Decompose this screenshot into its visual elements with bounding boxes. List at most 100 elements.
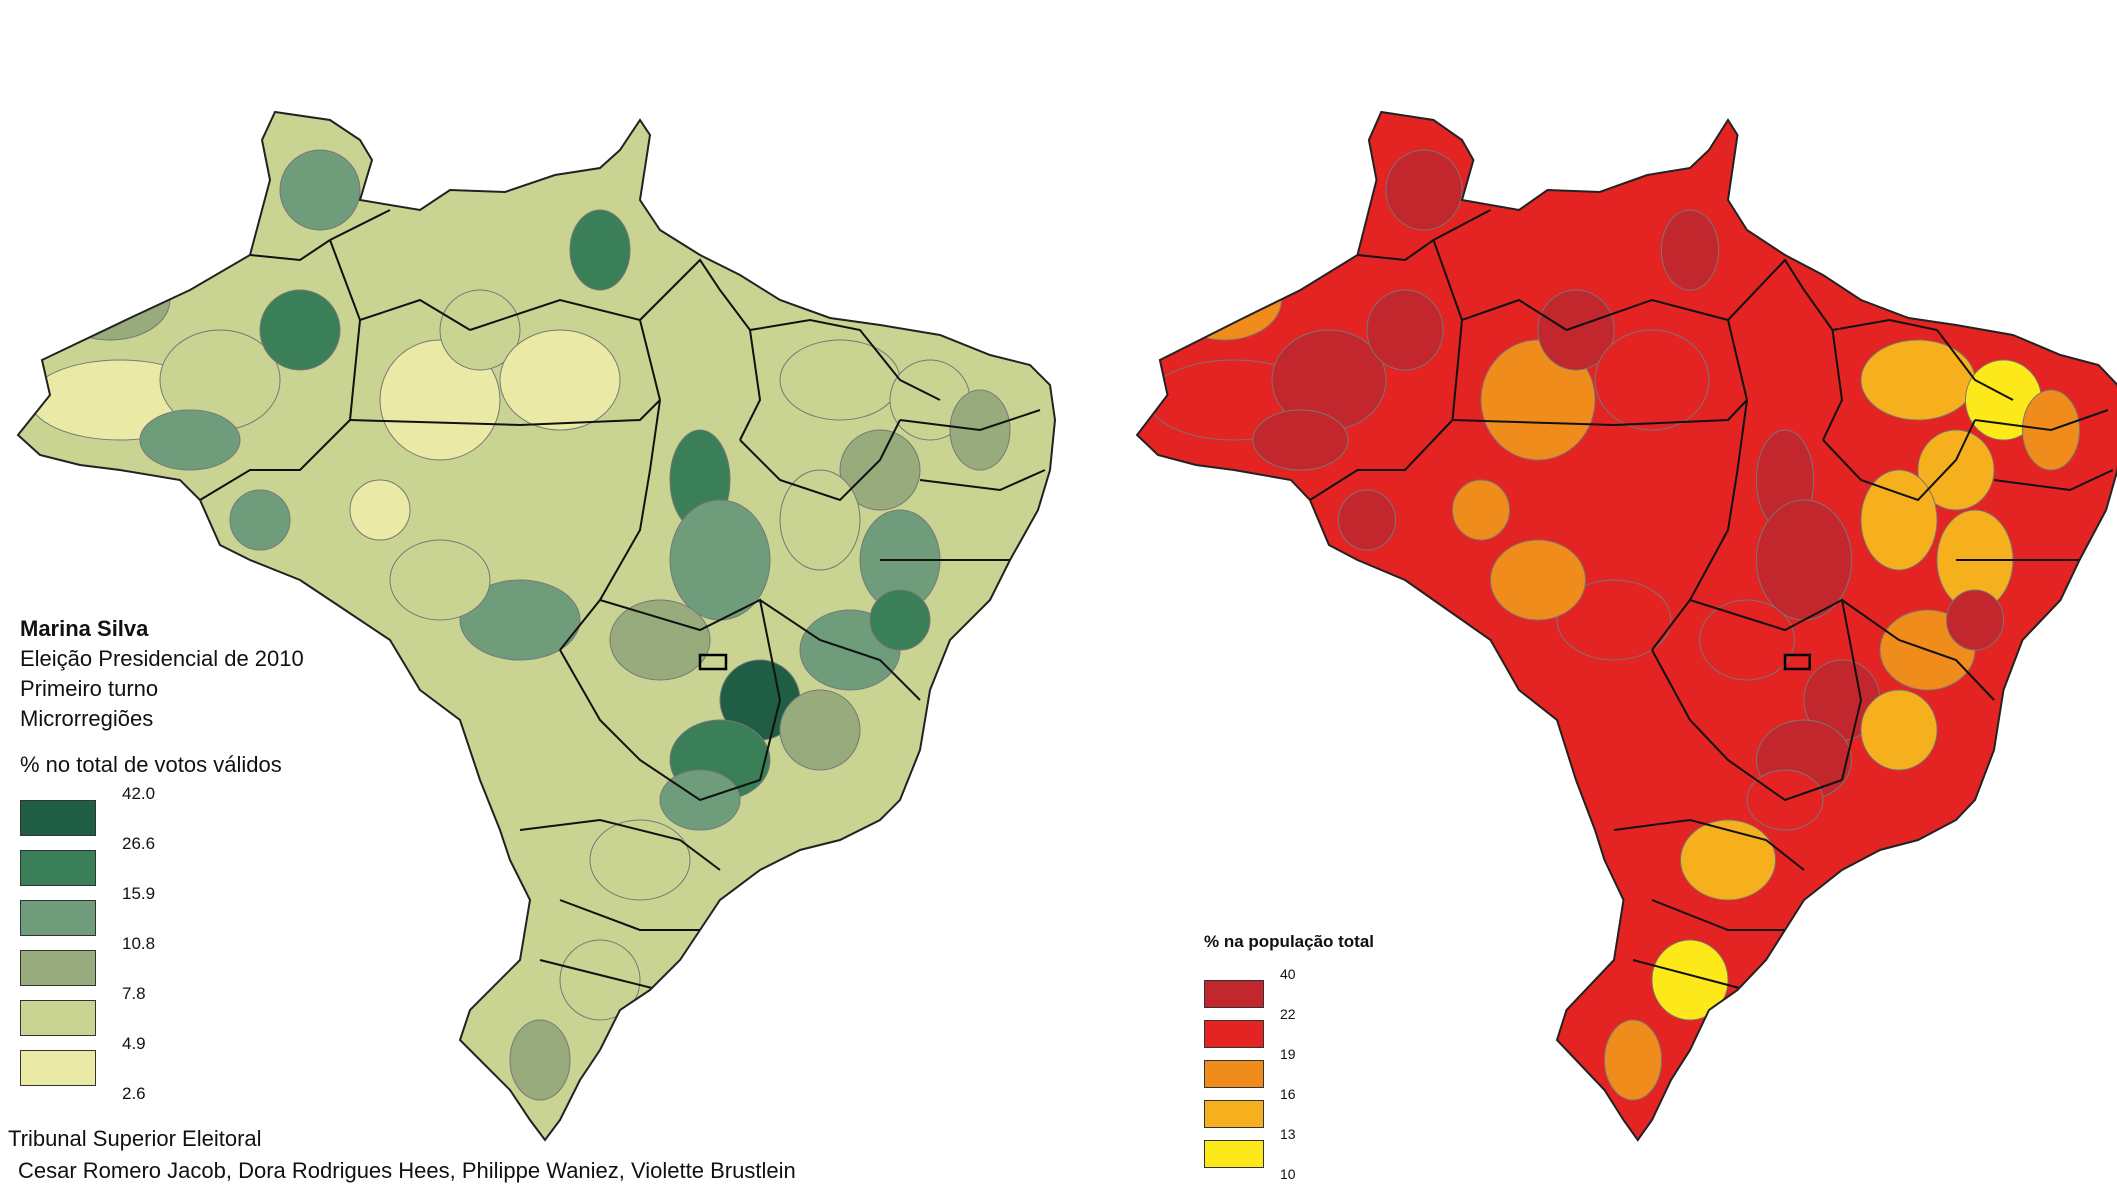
legend-break-label: 19 [1280, 1046, 1296, 1062]
right-map-state-border [1651, 649, 1843, 802]
right-map-state-border [1632, 959, 1748, 991]
left-map-state-border [349, 399, 661, 427]
legend-scale-title: % no total de votos válidos [20, 752, 282, 777]
left-map-region [779, 689, 861, 771]
legend-break-label: 7.8 [122, 984, 146, 1003]
left-map-region [379, 339, 501, 461]
right-map-state-border [1832, 318, 2014, 401]
left-map-state-border [759, 599, 921, 701]
source-credit: Tribunal Superior Eleitoral [8, 1126, 262, 1151]
right-map-region [1860, 689, 1938, 771]
right-map-state-border [1651, 899, 1785, 931]
left-map-state-border [899, 409, 1041, 432]
left-map-region [869, 589, 931, 651]
right-map-state-border [1357, 209, 1491, 262]
legend-scale-title: % na população total [1204, 932, 1375, 951]
right-map-region [1452, 479, 1510, 541]
left-map-state-border [559, 649, 761, 802]
left-map-region [259, 289, 341, 371]
right-map-region [1366, 289, 1444, 371]
left-map-region [839, 429, 921, 511]
right-map-state-border [1566, 298, 1748, 401]
legend-subtitle-election: Eleição Presidencial de 2010 [20, 646, 304, 671]
legend-swatch-5 [1204, 1140, 1264, 1168]
legend-break-label: 13 [1280, 1126, 1296, 1142]
left-map-region [229, 489, 291, 551]
left-map-state-border [749, 318, 941, 401]
right-map-federal-district [1783, 653, 1811, 671]
left-map-region [779, 469, 861, 571]
left-map-state-border [199, 319, 361, 501]
brazil-map-marina-silva [16, 110, 1057, 1142]
right-map-region [1252, 409, 1349, 471]
legend-swatch-2 [20, 850, 96, 886]
legend-swatch-1 [20, 800, 96, 836]
legend-swatch-1 [1204, 980, 1264, 1008]
legend-heading: Marina Silva [20, 616, 149, 641]
left-map-federal-district [698, 653, 728, 671]
left-map-region [589, 819, 691, 901]
left-map-country-outline [16, 110, 1057, 1142]
right-map-state-border [1432, 239, 1568, 331]
left-map-state-border [639, 258, 762, 441]
right-map-state-border [1727, 258, 1844, 441]
left-map-state-border [599, 598, 782, 781]
authors-credit: Cesar Romero Jacob, Dora Rodrigues Hees,… [18, 1158, 796, 1183]
right-map-region [1594, 329, 1710, 431]
right-map-region [1604, 1019, 1662, 1101]
left-map-region [569, 209, 631, 291]
left-map-panel: Marina Silva Eleição Presidencial de 201… [8, 110, 1057, 1183]
right-map-region [1556, 579, 1672, 661]
left-map-state-border [559, 899, 700, 931]
left-map-state-border [469, 298, 661, 401]
right-map-region [1680, 819, 1776, 901]
left-map-region [389, 539, 491, 621]
right-map-state-border [1309, 319, 1463, 501]
left-map-region [439, 289, 521, 371]
right-map-region [1917, 429, 1995, 511]
right-map-region [1490, 539, 1586, 621]
right-map-country-outline [1135, 110, 2117, 1142]
left-map-state-border [329, 239, 471, 331]
legend-swatch-4 [1204, 1100, 1264, 1128]
right-map-panel: % na população total 40 22 19 16 13 10 [1090, 0, 2117, 1200]
right-map-state-border [1651, 399, 1748, 651]
right-map-state-border [1993, 469, 2114, 492]
left-map-state-border [559, 399, 661, 651]
legend-swatch-6 [20, 1050, 96, 1086]
left-map-state-border [519, 818, 721, 871]
right-map-region [1860, 469, 1938, 571]
left-map-region [349, 479, 411, 541]
right-map-region [1537, 289, 1615, 371]
left-map-state-border [249, 209, 391, 262]
right-map-region [1699, 599, 1795, 681]
left-map-region [139, 409, 241, 471]
left-map-state-border [919, 469, 1046, 492]
legend-break-label: 40 [1280, 966, 1296, 982]
right-map-region [1480, 339, 1596, 461]
legend-break-label: 22 [1280, 1006, 1296, 1022]
right-map-region [1651, 939, 1729, 1021]
legend-break-label: 10 [1280, 1166, 1296, 1182]
legend-swatch-3 [20, 900, 96, 936]
legend-break-label: 10.8 [122, 934, 156, 953]
legend-break-label: 4.9 [122, 1034, 146, 1053]
legend-swatch-5 [20, 1000, 96, 1036]
right-map-region [1661, 209, 1719, 291]
left-map-state-border [539, 959, 661, 991]
brazil-map-population-share [1135, 110, 2117, 1142]
right-map-region [1338, 489, 1396, 551]
legend-swatch-3 [1204, 1060, 1264, 1088]
legend-break-label: 26.6 [122, 834, 156, 853]
left-map-region [279, 149, 361, 231]
left-map-region [559, 939, 641, 1021]
right-map-state-border [1841, 599, 1995, 701]
legend-subtitle-round: Primeiro turno [20, 676, 159, 701]
legend-break-label: 15.9 [122, 884, 156, 903]
right-map-state-border [1613, 818, 1805, 871]
right-map-state-border [1452, 399, 1748, 427]
left-map-state-border [739, 419, 901, 502]
legend-swatch-4 [20, 950, 96, 986]
left-map-region [459, 579, 581, 661]
right-map-region [1946, 589, 2004, 651]
